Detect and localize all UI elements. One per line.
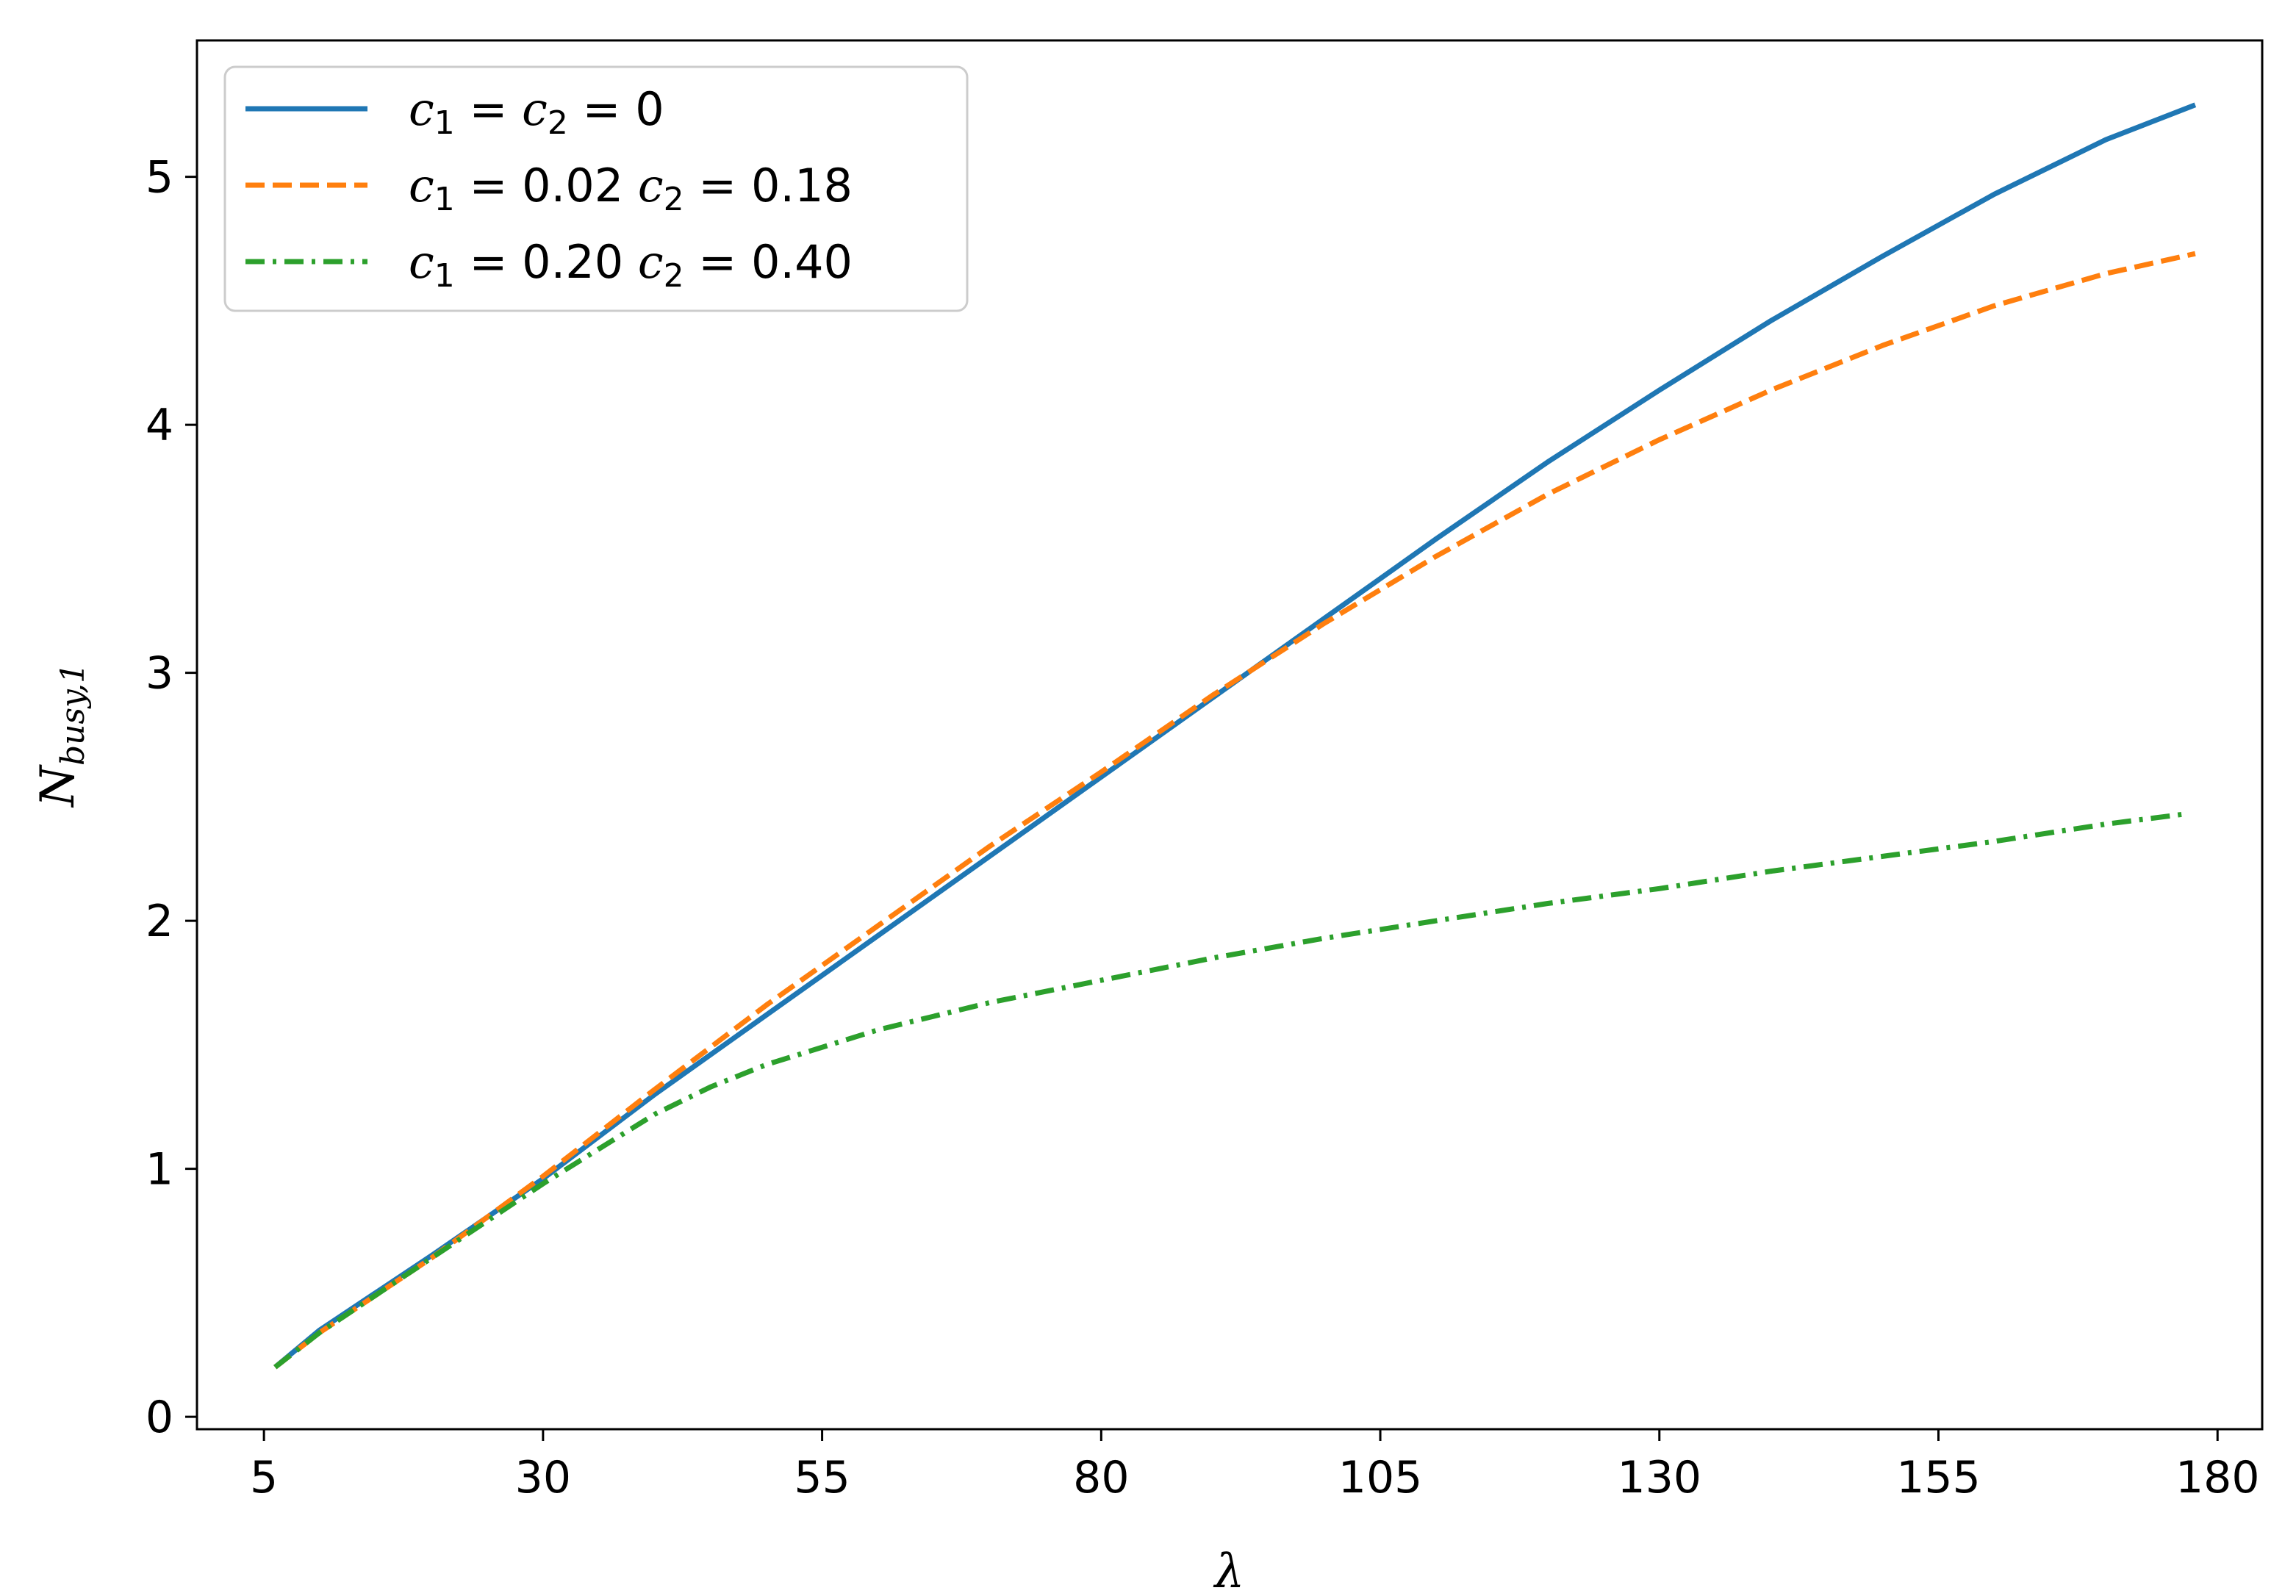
legend-label-3: c1 = 0.20 c2 = 0.40	[409, 235, 853, 295]
y-tick-label: 0	[146, 1392, 173, 1443]
x-tick-label: 55	[794, 1452, 850, 1503]
x-tick-label: 5	[250, 1452, 278, 1503]
x-tick-label: 155	[1896, 1452, 1981, 1503]
series-layer	[273, 102, 2197, 1370]
y-axis-label-subscript: busy,1	[54, 663, 92, 766]
x-tick-label: 130	[1618, 1452, 1702, 1503]
legend: c1 = c2 = 0 c1 = 0.02 c2 = 0.18 c1 = 0.20 …	[223, 65, 969, 312]
legend-label-1: c1 = c2 = 0	[409, 82, 664, 142]
legend-box	[223, 65, 969, 312]
y-tick-label: 3	[146, 648, 173, 700]
y-tick-label: 1	[146, 1144, 173, 1196]
axes-frame	[195, 39, 2264, 1431]
x-tick-label: 30	[515, 1452, 571, 1503]
x-axis-ticks: 5 30 55 80 105 130 155 180	[250, 1429, 2260, 1503]
series-line-2	[273, 251, 2196, 1370]
y-axis-label: Nbusy,1	[31, 663, 92, 808]
x-tick-label: 105	[1338, 1452, 1423, 1503]
y-tick-label: 4	[146, 400, 173, 451]
y-tick-label: 5	[146, 152, 173, 204]
y-axis-ticks: 0 1 2 3 4 5	[146, 152, 197, 1443]
y-tick-label: 2	[146, 896, 173, 947]
x-axis-label: λ	[1213, 1545, 1245, 1596]
x-tick-label: 80	[1073, 1452, 1129, 1503]
series-line-3	[273, 811, 2185, 1370]
x-tick-label: 180	[2175, 1452, 2260, 1503]
legend-label-2: c1 = 0.02 c2 = 0.18	[409, 159, 853, 218]
